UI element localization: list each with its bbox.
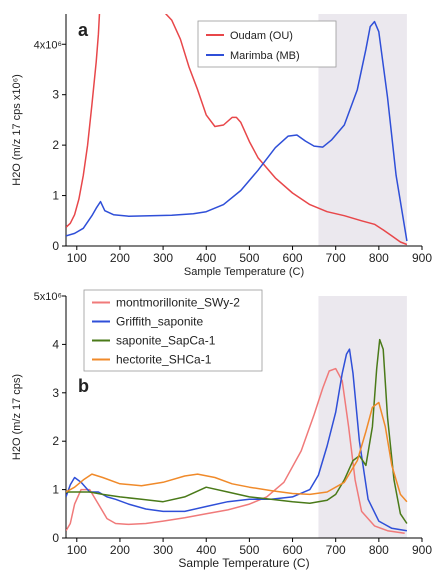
x-tick-label: 600 [283, 251, 303, 265]
y-top-tick-label: 4x10⁶ [34, 39, 62, 51]
legend-label: saponite_SapCa-1 [116, 334, 216, 348]
x-tick-label: 600 [283, 543, 303, 557]
panel-b: 100 200 300 400 500 600 700 800 900 0 1 2 3 4 5x10⁶ Sam… [11, 289, 432, 570]
y-axis-label: H2O (m/z 17 cps) [11, 374, 23, 460]
y-tick-label: 0 [52, 531, 59, 545]
x-tick-label: 800 [369, 543, 389, 557]
x-tick-label: 100 [67, 543, 87, 557]
x-tick-label: 700 [326, 251, 346, 265]
legend-label: montmorillonite_SWy-2 [116, 296, 240, 310]
series-line-3 [66, 401, 408, 503]
x-axis-label: Sample Temperature (C) [184, 266, 304, 278]
series-line-1 [66, 348, 408, 532]
series-line-1 [66, 20, 408, 242]
x-tick-label: 400 [196, 543, 216, 557]
y-tick-label: 2 [52, 434, 59, 448]
y-tick-label: 0 [52, 239, 59, 253]
x-tick-label: 500 [239, 543, 259, 557]
x-tick-label: 700 [326, 543, 346, 557]
y-tick-label: 2 [52, 138, 59, 152]
x-tick-label: 200 [110, 251, 130, 265]
legend-box [197, 20, 337, 68]
panel-label: a [78, 20, 89, 40]
panel-label: b [78, 376, 89, 396]
x-axis-label: Sample Temperature (C) [178, 556, 309, 570]
legend: montmorillonite_SWy-2 Griffith_saponitesa… [83, 289, 263, 372]
x-tick-label: 900 [412, 251, 432, 265]
series-line-2 [66, 338, 408, 524]
legend: Oudam (OU) Marimba (MB) [197, 20, 337, 68]
shaded-region [318, 296, 407, 538]
series-line-0 [66, 14, 408, 246]
y-top-tick-label: 5x10⁶ [34, 291, 62, 303]
y-tick-label: 1 [52, 189, 59, 203]
x-tick-label: 800 [369, 251, 389, 265]
panel-a: 100 200 300 400 500 600 700 800 900 0 1 2 3 4x10⁶ Samp… [11, 14, 432, 278]
y-tick-label: 3 [52, 386, 59, 400]
series-line-0 [66, 367, 405, 534]
x-tick-label: 300 [153, 251, 173, 265]
y-axis-label: H2O (m/z 17 cps x10⁶) [11, 74, 23, 186]
x-tick-label: 300 [153, 543, 173, 557]
y-tick-label: 4 [52, 337, 59, 351]
legend-label: Oudam (OU) [230, 30, 293, 42]
legend-label: hectorite_SHCa-1 [116, 353, 212, 367]
legend-label: Griffith_saponite [116, 315, 203, 329]
legend-label: Marimba (MB) [230, 50, 300, 62]
x-tick-label: 500 [239, 251, 259, 265]
y-tick-label: 1 [52, 483, 59, 497]
x-tick-label: 200 [110, 543, 130, 557]
legend-box [83, 289, 263, 372]
y-tick-label: 3 [52, 88, 59, 102]
x-tick-label: 900 [412, 543, 432, 557]
x-tick-label: 400 [196, 251, 216, 265]
x-tick-label: 100 [67, 251, 87, 265]
